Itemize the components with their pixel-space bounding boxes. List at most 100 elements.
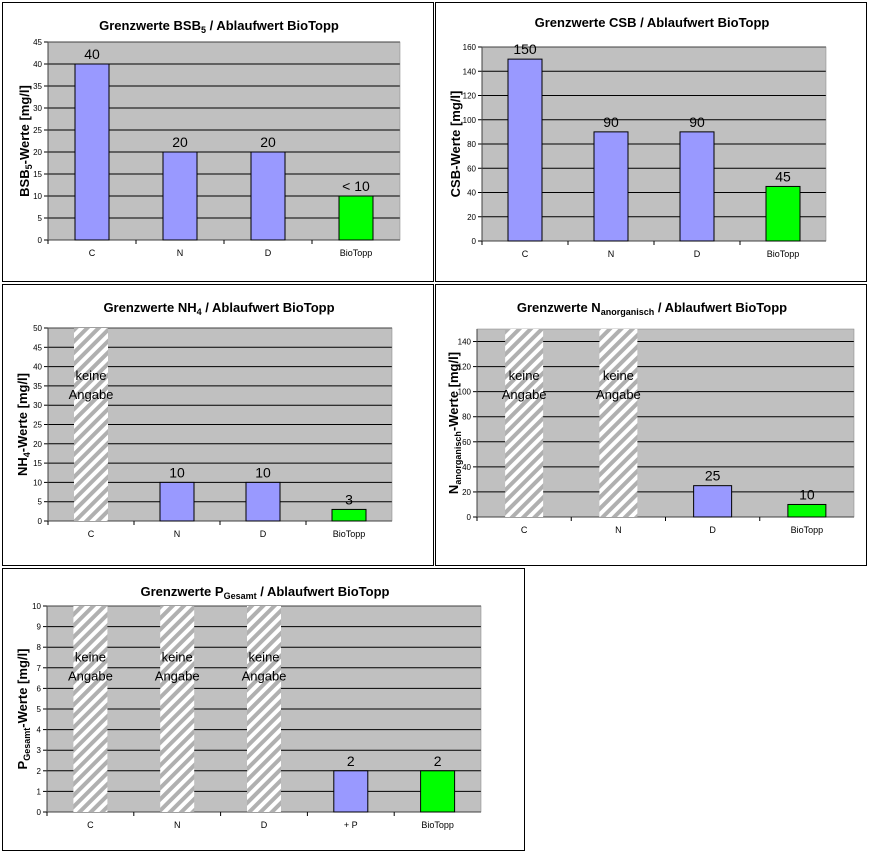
x-tick-label: C <box>521 525 528 535</box>
chart-title: Grenzwerte BSB5 / Ablaufwert BioTopp <box>99 18 339 35</box>
y-tick-label: 10 <box>33 192 42 201</box>
y-tick-label: 8 <box>37 643 42 652</box>
x-tick-label: D <box>265 248 272 258</box>
bar-limit <box>162 151 198 241</box>
chart-panel-pgesamt: Grenzwerte PGesamt / Ablaufwert BioTopp P… <box>2 568 525 851</box>
data-label: 10 <box>169 464 185 480</box>
bar-biotopp <box>420 770 456 813</box>
x-tick-label: N <box>608 249 615 259</box>
y-tick-label: 25 <box>33 126 42 135</box>
data-label: 2 <box>347 753 355 769</box>
x-tick-label: N <box>174 820 181 830</box>
x-tick-label: C <box>87 820 94 830</box>
y-tick-label: 6 <box>37 684 42 693</box>
chart-panel-nanorg: Grenzwerte Nanorganisch / Ablaufwert Bio… <box>435 284 867 566</box>
bar-limit <box>245 481 281 522</box>
y-tick-label: 35 <box>33 382 42 391</box>
y-axis-title: CSB-Werte [mg/l] <box>448 91 463 198</box>
no-data-bar <box>73 606 108 812</box>
y-tick-label: 40 <box>462 463 471 472</box>
x-tick-label: C <box>88 529 95 539</box>
x-tick-label: BioTopp <box>421 820 454 830</box>
no-data-label: keine <box>248 650 279 665</box>
x-tick-label: N <box>174 529 181 539</box>
y-tick-label: 40 <box>33 60 42 69</box>
x-tick-label: C <box>522 249 529 259</box>
bar-biotopp <box>331 508 367 522</box>
no-data-bar <box>247 606 281 812</box>
y-tick-label: 80 <box>462 413 471 422</box>
chart-title: Grenzwerte PGesamt / Ablaufwert BioTopp <box>140 584 389 601</box>
y-tick-label: 20 <box>33 440 42 449</box>
data-label: 20 <box>260 134 276 150</box>
data-label: 25 <box>705 468 721 484</box>
y-tick-label: 5 <box>38 214 43 223</box>
y-tick-label: 1 <box>37 787 42 796</box>
y-tick-label: 40 <box>467 189 476 198</box>
chart-panel-bsb5: Grenzwerte BSB5 / Ablaufwert BioTopp BSB5… <box>2 2 434 282</box>
no-data-bar <box>74 328 108 521</box>
no-data-label: Angabe <box>242 669 287 684</box>
no-data-label: Angabe <box>68 669 113 684</box>
data-label: 10 <box>799 486 815 502</box>
y-tick-label: 30 <box>33 401 42 410</box>
bar-limit <box>693 485 733 518</box>
y-tick-label: 0 <box>467 513 472 522</box>
y-tick-label: 20 <box>467 213 476 222</box>
chart-title: Grenzwerte CSB / Ablaufwert BioTopp <box>535 15 770 30</box>
no-data-bar <box>599 329 638 517</box>
y-tick-label: 15 <box>33 459 42 468</box>
chart-csb: Grenzwerte CSB / Ablaufwert BioTopp CSB-W… <box>448 15 827 259</box>
y-axis-title: BSB5-Werte [mg/l] <box>17 85 34 197</box>
no-data-label: Angabe <box>502 387 547 402</box>
chart-bsb5: Grenzwerte BSB5 / Ablaufwert BioTopp BSB5… <box>17 18 401 258</box>
y-tick-label: 100 <box>458 388 472 397</box>
y-tick-label: 45 <box>33 38 42 47</box>
x-tick-label: BioTopp <box>791 525 824 535</box>
bar-biotopp <box>765 185 801 242</box>
x-tick-label: D <box>709 525 716 535</box>
x-tick-label: BioTopp <box>340 248 373 258</box>
y-tick-label: 3 <box>37 746 42 755</box>
x-tick-label: C <box>89 248 96 258</box>
chart-nh4: Grenzwerte NH4 / Ablaufwert BioTopp NH4-W… <box>15 300 393 539</box>
bar-limit <box>679 131 715 242</box>
chart-pgesamt: Grenzwerte PGesamt / Ablaufwert BioTopp P… <box>15 584 482 830</box>
chart-title: Grenzwerte Nanorganisch / Ablaufwert Bio… <box>517 300 787 317</box>
y-tick-label: 0 <box>38 517 43 526</box>
x-tick-label: D <box>694 249 701 259</box>
bar-biotopp <box>787 503 827 518</box>
chart-title: Grenzwerte NH4 / Ablaufwert BioTopp <box>103 300 334 317</box>
y-tick-label: 20 <box>33 148 42 157</box>
bar-limit <box>333 770 369 813</box>
y-tick-label: 15 <box>33 170 42 179</box>
y-tick-label: 0 <box>38 236 43 245</box>
no-data-label: Angabe <box>155 669 200 684</box>
data-label: 10 <box>255 464 271 480</box>
no-data-label: keine <box>75 650 106 665</box>
y-tick-label: 160 <box>463 43 477 52</box>
data-label: 90 <box>689 114 705 130</box>
x-tick-label: + P <box>344 820 358 830</box>
no-data-label: Angabe <box>69 387 114 402</box>
data-label: 2 <box>434 753 442 769</box>
y-tick-label: 10 <box>32 602 41 611</box>
bar-limit <box>593 131 629 242</box>
data-label: 20 <box>172 134 188 150</box>
y-tick-label: 35 <box>33 82 42 91</box>
y-tick-label: 0 <box>472 237 477 246</box>
x-tick-label: N <box>177 248 184 258</box>
y-tick-label: 4 <box>37 726 42 735</box>
chart-panel-csb: Grenzwerte CSB / Ablaufwert BioTopp CSB-W… <box>435 2 867 282</box>
y-tick-label: 7 <box>37 664 42 673</box>
y-tick-label: 10 <box>33 478 42 487</box>
y-tick-label: 45 <box>33 343 42 352</box>
y-tick-label: 60 <box>467 164 476 173</box>
no-data-label: keine <box>603 368 634 383</box>
y-tick-label: 40 <box>33 363 42 372</box>
y-tick-label: 5 <box>38 498 43 507</box>
x-tick-label: N <box>615 525 622 535</box>
bar-limit <box>250 151 286 241</box>
y-tick-label: 20 <box>462 488 471 497</box>
x-tick-label: BioTopp <box>333 529 366 539</box>
